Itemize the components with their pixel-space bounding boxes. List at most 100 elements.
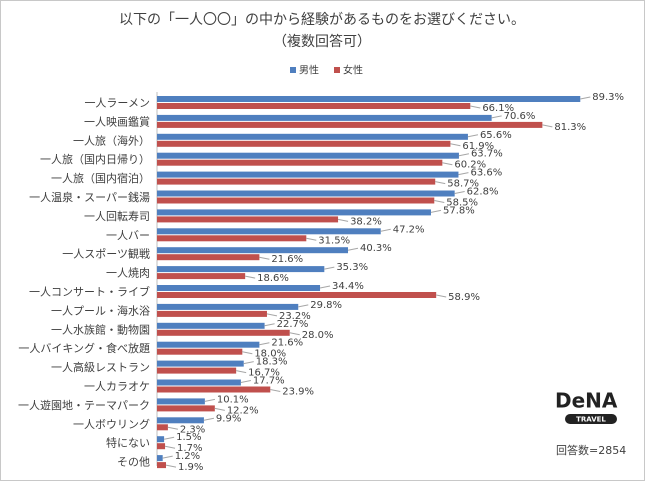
bar (157, 247, 349, 254)
value-label: 1.5% (176, 432, 201, 443)
bar (157, 152, 459, 159)
category-label: 一人旅（国内日帰り） (40, 152, 150, 166)
bar (157, 405, 215, 412)
bar (157, 398, 205, 405)
label-leader (214, 407, 225, 411)
bar (157, 103, 471, 109)
bar (157, 379, 241, 386)
label-leader (458, 172, 469, 176)
category-label: 一人旅（海外） (73, 133, 150, 147)
value-label: 63.6% (470, 168, 502, 179)
bar (157, 360, 244, 367)
logo-brand: DeNA (555, 389, 618, 413)
label-leader (580, 96, 591, 100)
label-leader (204, 398, 215, 402)
chart-subtitle: （複数回答可） (273, 33, 371, 50)
bar (157, 190, 455, 197)
label-leader (435, 181, 446, 185)
label-leader (164, 445, 176, 449)
label-leader (434, 200, 445, 203)
label-leader (430, 209, 442, 213)
bar (157, 96, 581, 102)
value-label: 35.3% (336, 262, 368, 273)
value-label: 29.8% (310, 300, 342, 311)
label-leader (264, 323, 275, 327)
label-leader (491, 115, 502, 119)
value-label: 63.7% (471, 149, 503, 160)
value-label: 60.2% (454, 160, 486, 171)
bar (157, 159, 443, 166)
chart-title: 以下の「一人〇〇」の中から経験があるものをお選びください。 (119, 12, 525, 28)
bar (157, 341, 260, 348)
logo-sub: TRAVEL (576, 416, 606, 424)
bar (157, 367, 237, 374)
value-label: 16.7% (248, 368, 280, 379)
label-leader (236, 370, 247, 374)
label-leader (380, 228, 391, 232)
value-label: 22.7% (277, 319, 309, 330)
bar (157, 292, 437, 298)
value-label: 62.8% (467, 187, 499, 198)
bar (157, 209, 431, 216)
note: 回答数=2854 (556, 443, 626, 457)
label-leader (259, 256, 270, 260)
category-label: 一人高級レストラン (51, 360, 150, 374)
category-label: 一人ボウリング (73, 417, 150, 431)
label-leader (467, 134, 479, 138)
value-label: 40.3% (360, 243, 392, 254)
category-label: 一人バイキング・食べ放題 (18, 341, 150, 355)
label-leader (165, 464, 177, 468)
bar (157, 178, 436, 185)
label-leader (164, 436, 175, 440)
value-label: 57.8% (443, 205, 475, 216)
value-label: 66.1% (482, 103, 514, 114)
category-label: その他 (117, 456, 150, 469)
label-leader (347, 247, 359, 251)
value-label: 17.7% (253, 376, 285, 387)
label-leader (442, 162, 453, 166)
bar (157, 424, 168, 431)
label-leader (162, 455, 173, 459)
label-leader (337, 218, 349, 222)
bar (157, 329, 290, 336)
value-label: 70.6% (504, 111, 536, 122)
value-label: 58.7% (447, 179, 479, 190)
value-label: 38.2% (350, 216, 382, 227)
label-leader (436, 294, 447, 298)
value-label: 58.9% (448, 292, 480, 303)
bar (157, 462, 167, 469)
label-leader (470, 105, 481, 109)
bar (157, 140, 451, 147)
value-label: 23.2% (279, 311, 311, 322)
bar (157, 436, 165, 443)
bar (157, 197, 435, 204)
category-label: 一人プール・海水浴 (51, 303, 150, 317)
label-leader (259, 342, 270, 346)
bar (157, 303, 299, 310)
value-label: 21.6% (271, 338, 303, 349)
label-leader (245, 275, 256, 279)
label-leader (454, 191, 465, 194)
value-label: 18.6% (257, 273, 289, 284)
label-leader (289, 332, 300, 336)
label-leader (266, 313, 278, 317)
value-label: 65.6% (480, 130, 512, 141)
value-label: 34.4% (332, 281, 364, 292)
bar (157, 348, 243, 355)
label-leader (324, 266, 335, 270)
category-label: 特にない (106, 436, 150, 450)
value-label: 31.5% (318, 235, 350, 246)
bar (157, 216, 339, 223)
value-label: 23.9% (282, 387, 314, 398)
bar (157, 443, 166, 450)
legend-label: 女性 (343, 64, 363, 77)
bar (157, 322, 265, 329)
legend-label: 男性 (299, 64, 319, 77)
label-leader (242, 351, 253, 355)
value-label: 2.3% (180, 424, 205, 435)
label-leader (542, 124, 553, 128)
label-leader (298, 304, 309, 308)
